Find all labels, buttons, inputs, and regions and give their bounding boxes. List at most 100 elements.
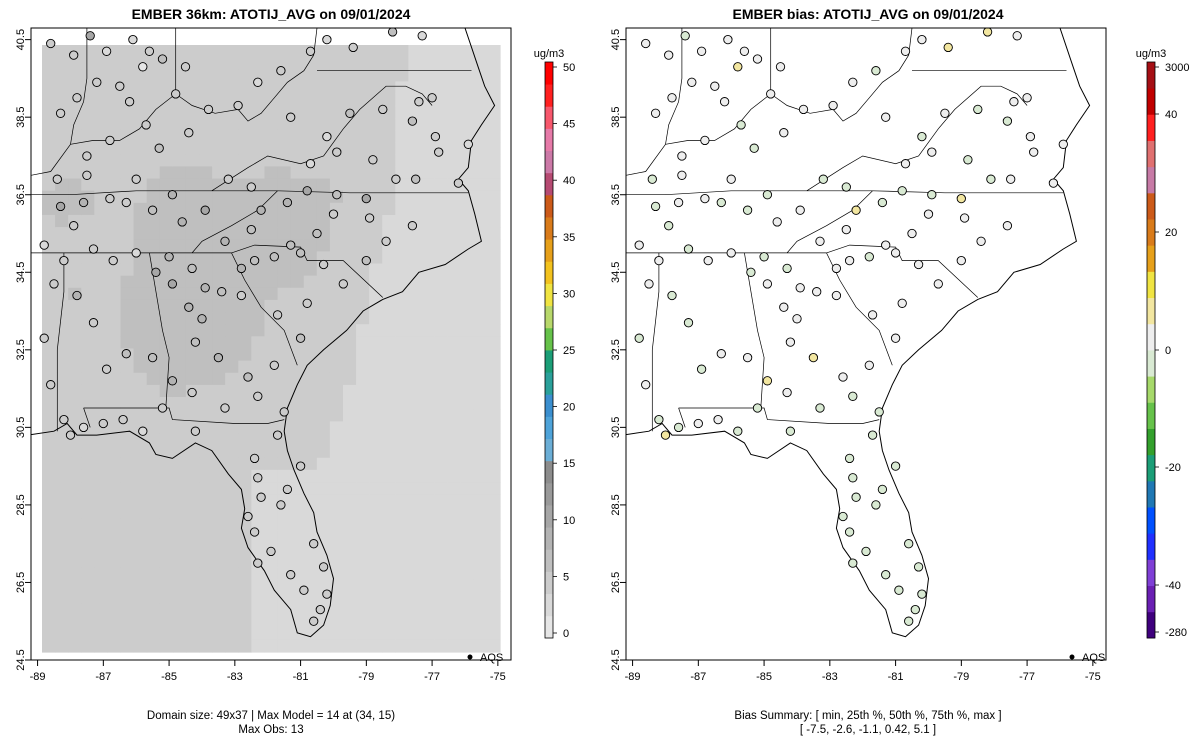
heatmap-cell [382, 251, 396, 265]
heatmap-cell [212, 469, 226, 483]
heatmap-cell [68, 57, 82, 70]
heatmap-cell [356, 627, 370, 641]
heatmap-cell [199, 433, 213, 447]
heatmap-cell [251, 166, 266, 180]
heatmap-cell [264, 178, 279, 192]
heatmap-cell [199, 93, 213, 107]
aqs-station-point [940, 108, 950, 118]
heatmap-cell [395, 336, 409, 350]
heatmap-cell [42, 445, 56, 459]
heatmap-cell [303, 324, 318, 337]
aqs-station-point [890, 248, 901, 258]
heatmap-cell [434, 336, 449, 350]
heatmap-cell [42, 627, 56, 641]
heatmap-cell [172, 482, 187, 495]
heatmap-cell [460, 45, 475, 58]
heatmap-cell [42, 567, 56, 580]
x-tick-label: -85 [161, 671, 177, 683]
heatmap-cell [356, 591, 370, 605]
heatmap-cell [395, 105, 409, 119]
aqs-station-point [913, 562, 924, 572]
heatmap-cell [290, 287, 305, 301]
heatmap-cell [68, 178, 82, 192]
heatmap-cell [42, 530, 56, 544]
heatmap-cell [199, 117, 213, 131]
heatmap-cell [120, 154, 135, 167]
heatmap-cell [133, 603, 148, 617]
aqs-station-point [687, 77, 697, 87]
heatmap-cell [369, 312, 383, 325]
heatmap-cell [94, 202, 109, 216]
heatmap-cell [421, 494, 436, 507]
heatmap-cell [460, 312, 475, 325]
heatmap-cell [251, 433, 266, 447]
heatmap-cell [356, 105, 370, 119]
heatmap-cell [395, 81, 409, 95]
heatmap-cell [68, 494, 82, 507]
heatmap-cell [342, 166, 357, 180]
heatmap-cell [421, 178, 436, 192]
heatmap-cell [199, 336, 213, 350]
heatmap-cell [159, 239, 174, 252]
heatmap-cell [199, 239, 213, 252]
aqs-station-point [411, 174, 421, 184]
heatmap-cell [212, 457, 226, 471]
heatmap-cell [81, 494, 95, 507]
heatmap-cell [329, 591, 344, 605]
heatmap-cell [225, 445, 239, 459]
aqs-station-point [177, 217, 187, 227]
state-border [31, 190, 469, 196]
heatmap-cell [316, 190, 331, 204]
heatmap-cell [212, 567, 226, 580]
heatmap-cell [120, 445, 135, 459]
heatmap-cell [185, 409, 200, 422]
heatmap-cell [199, 45, 213, 58]
heatmap-cell [421, 384, 436, 398]
heatmap-cell [342, 469, 357, 483]
heatmap-cell [356, 142, 370, 155]
heatmap-cell [316, 105, 331, 119]
heatmap-cell [369, 166, 383, 180]
aqs-station-point [101, 364, 112, 374]
heatmap-cell [172, 239, 187, 252]
aqs-station-point [795, 205, 805, 215]
aqs-station-point [641, 38, 651, 49]
heatmap-cell [408, 287, 423, 301]
heatmap-cell [316, 287, 331, 301]
aqs-station-point [749, 143, 759, 153]
heatmap-cell [369, 251, 383, 265]
heatmap-cell [172, 554, 187, 568]
heatmap-cell [81, 627, 95, 641]
aqs-station-point [696, 46, 707, 56]
colorbar-tick-label: 45 [563, 119, 575, 131]
heatmap-cell [369, 469, 383, 483]
heatmap-cell [225, 214, 239, 228]
heatmap-cell [473, 142, 488, 155]
heatmap-cell [120, 615, 135, 629]
heatmap-cell [408, 482, 423, 495]
heatmap-cell [303, 506, 318, 520]
heatmap-cell [316, 117, 331, 131]
heatmap-cell [159, 482, 174, 495]
heatmap-cell [395, 93, 409, 107]
colorbar-swatch [1147, 376, 1155, 403]
aqs-station-point [243, 511, 253, 522]
aqs-station-point [956, 255, 966, 266]
heatmap-cell [473, 639, 488, 653]
aqs-station-point [78, 422, 89, 433]
heatmap-cell [329, 57, 344, 70]
aqs-station-point [187, 263, 197, 274]
heatmap-cell [107, 627, 122, 641]
right-map-background [626, 28, 1106, 660]
heatmap-cell [421, 239, 436, 252]
heatmap-cell [408, 142, 423, 155]
aqs-station-point [634, 240, 644, 250]
colorbar-swatch [1147, 402, 1155, 429]
heatmap-cell [107, 348, 122, 362]
heatmap-cell [264, 299, 279, 313]
colorbar-swatch [545, 128, 553, 152]
colorbar-tick-label: -20 [1165, 462, 1181, 474]
heatmap-cell [185, 142, 200, 155]
aqs-station-point [956, 193, 966, 204]
heatmap-cell [290, 469, 305, 483]
